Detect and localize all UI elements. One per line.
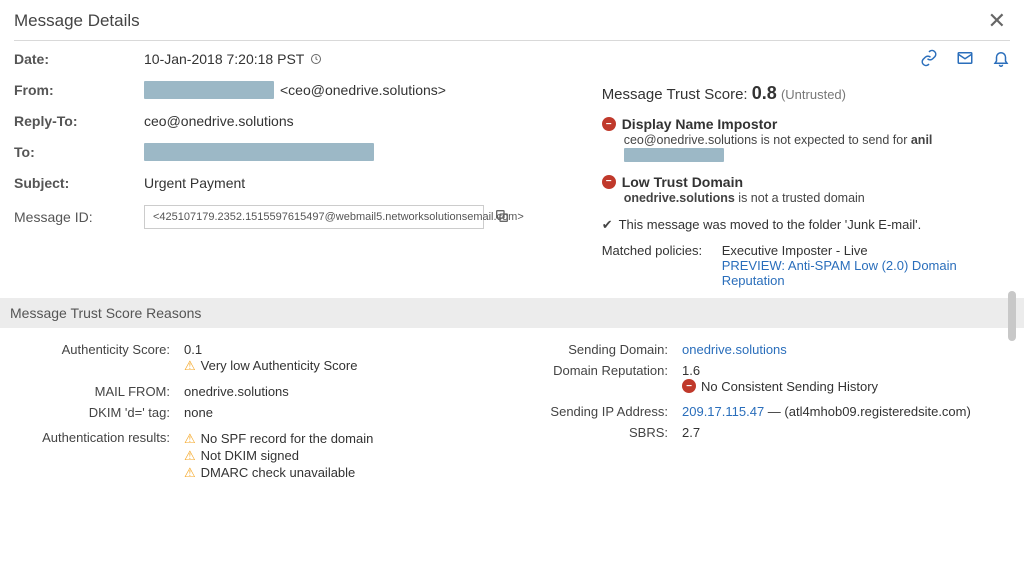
message-id-value[interactable]: <425107179.2352.1515597615497@webmail5.n… — [144, 205, 484, 229]
mail-icon[interactable] — [956, 49, 974, 67]
from-email: <ceo@onedrive.solutions> — [280, 82, 446, 98]
auth-score-value: 0.1 — [184, 342, 512, 357]
date-value: 10-Jan-2018 7:20:18 PST — [144, 51, 304, 67]
sending-ip-link[interactable]: 209.17.115.47 — [682, 404, 764, 419]
auth-score-label: Authenticity Score: — [14, 342, 184, 374]
moved-text: This message was moved to the folder 'Ju… — [619, 217, 922, 232]
reason-title: Display Name Impostor — [622, 116, 778, 132]
date-label: Date: — [14, 51, 144, 67]
sending-ip-label: Sending IP Address: — [512, 404, 682, 419]
warning-icon: ⚠ — [184, 448, 196, 464]
reasons-left: Authenticity Score: 0.1 ⚠Very low Authen… — [14, 342, 512, 487]
dkim-label: DKIM 'd=' tag: — [14, 405, 184, 420]
message-metadata: Date: 10-Jan-2018 7:20:18 PST From: <ceo… — [14, 51, 592, 288]
section-header: Message Trust Score Reasons — [0, 298, 1024, 328]
check-icon: ✔ — [602, 217, 613, 233]
policy-link[interactable]: PREVIEW: Anti-SPAM Low (2.0) Domain Repu… — [722, 258, 1010, 288]
policies-label: Matched policies: — [602, 243, 722, 288]
close-icon[interactable]: ✕ — [984, 8, 1010, 34]
dkim-value: none — [184, 405, 512, 420]
authres-label: Authentication results: — [14, 430, 184, 481]
mailfrom-value: onedrive.solutions — [184, 384, 512, 399]
message-id-label: Message ID: — [14, 209, 144, 225]
sending-domain-label: Sending Domain: — [512, 342, 682, 357]
mailfrom-label: MAIL FROM: — [14, 384, 184, 399]
sbrs-value: 2.7 — [682, 425, 1010, 440]
from-label: From: — [14, 82, 144, 98]
subject-value: Urgent Payment — [144, 175, 245, 191]
redacted-to — [144, 143, 374, 161]
page-title: Message Details — [14, 11, 140, 31]
trust-score-value: 0.8 — [752, 83, 777, 103]
subject-label: Subject: — [14, 175, 144, 191]
warning-icon: ⚠ — [184, 358, 196, 374]
trust-score-status: (Untrusted) — [781, 87, 846, 102]
trust-score-label: Message Trust Score: — [602, 86, 748, 103]
reply-to-value: ceo@onedrive.solutions — [144, 113, 294, 129]
redacted-from-name — [144, 81, 274, 99]
policy-item: Executive Imposter - Live — [722, 243, 1010, 258]
reason-title: Low Trust Domain — [622, 174, 743, 190]
panel-header: Message Details ✕ — [14, 8, 1010, 41]
trust-panel: Message Trust Score: 0.8 (Untrusted) − D… — [592, 51, 1010, 288]
scrollbar-thumb[interactable] — [1008, 291, 1016, 341]
reasons-right: Sending Domain: onedrive.solutions Domai… — [512, 342, 1010, 487]
warning-icon: ⚠ — [184, 431, 196, 447]
to-label: To: — [14, 144, 144, 160]
copy-icon[interactable] — [494, 208, 510, 227]
reason-body: ceo@onedrive.solutions is not expected t… — [624, 133, 911, 147]
clock-icon — [310, 51, 322, 67]
warning-icon: ⚠ — [184, 465, 196, 481]
reply-to-label: Reply-To: — [14, 113, 144, 129]
minus-circle-icon: − — [602, 117, 616, 131]
sbrs-label: SBRS: — [512, 425, 682, 440]
domain-rep-value: 1.6 — [682, 363, 1010, 378]
minus-circle-icon: − — [682, 379, 696, 393]
domain-rep-label: Domain Reputation: — [512, 363, 682, 394]
redacted-name — [624, 148, 724, 162]
bell-icon[interactable] — [992, 49, 1010, 67]
sending-domain-link[interactable]: onedrive.solutions — [682, 342, 787, 357]
link-icon[interactable] — [920, 49, 938, 67]
minus-circle-icon: − — [602, 175, 616, 189]
